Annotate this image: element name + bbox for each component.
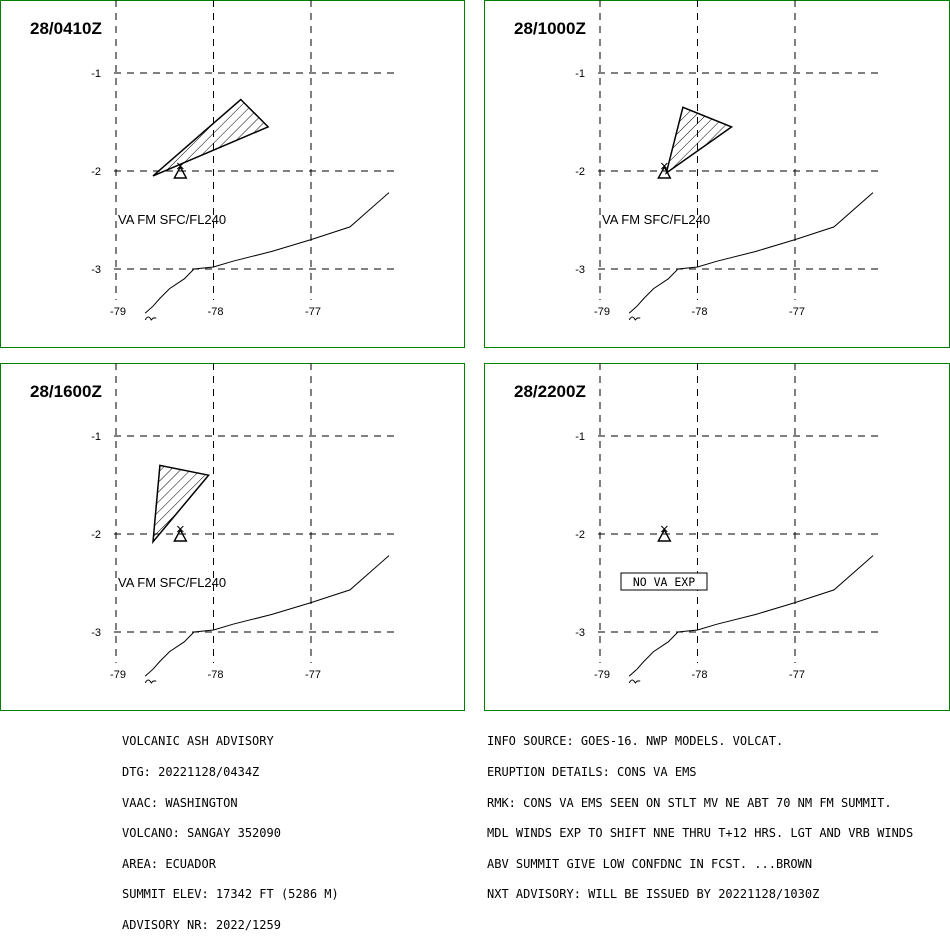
ash-level-label: VA FM SFC/FL240 [118, 575, 226, 590]
latitude-tick-label: -1 [575, 431, 585, 443]
latitude-tick-label: -1 [91, 68, 101, 80]
latitude-tick-label: -3 [91, 264, 101, 276]
longitude-tick-label: -78 [208, 306, 224, 318]
country-border-line [628, 555, 874, 677]
latitude-tick-label: -3 [91, 627, 101, 639]
advisory-header-block: VOLCANIC ASH ADVISORY DTG: 20221128/0434… [122, 716, 339, 940]
country-border-line [144, 555, 390, 677]
volcano-icon [173, 528, 188, 542]
longitude-tick-label: -79 [110, 669, 126, 681]
footer-right-line: RMK: CONS VA EMS SEEN ON STLT MV NE ABT … [487, 795, 892, 810]
volcano-icon [173, 165, 188, 179]
latitude-tick-label: -2 [575, 166, 585, 178]
footer-right-line: ABV SUMMIT GIVE LOW CONFDNC IN FCST. ...… [487, 856, 813, 871]
latitude-tick-label: -1 [91, 431, 101, 443]
ash-level-label: NO VA EXP [633, 575, 695, 589]
country-border-line [628, 192, 874, 314]
footer-right-line: NXT ADVISORY: WILL BE ISSUED BY 20221128… [487, 887, 820, 902]
ash-cloud-polygon [152, 464, 210, 545]
panel-border [484, 0, 950, 348]
volcano-icon [657, 528, 672, 542]
coast-squiggle [628, 316, 641, 321]
ash-level-label: VA FM SFC/FL240 [118, 212, 226, 227]
eruption-mark-icon [660, 162, 668, 170]
latitude-tick-label: -2 [91, 529, 101, 541]
footer-left-line: AREA: ECUADOR [122, 856, 216, 871]
latitude-tick-label: -3 [575, 264, 585, 276]
panel-border [0, 363, 465, 711]
longitude-tick-label: -78 [208, 669, 224, 681]
forecast-panel: -1 -2 -3 -79 -78 -77 28/1000Z VA FM SFC/FL240 [484, 0, 950, 348]
panel-time-label: 28/2200Z [514, 382, 586, 401]
longitude-tick-label: -79 [110, 306, 126, 318]
footer-left-line: VOLCANIC ASH ADVISORY [122, 734, 274, 749]
coast-squiggle [628, 679, 641, 684]
longitude-tick-label: -77 [305, 669, 321, 681]
longitude-tick-label: -77 [305, 306, 321, 318]
footer-right-line: INFO SOURCE: GOES-16. NWP MODELS. VOLCAT… [487, 734, 784, 749]
footer-left-line: ADVISORY NR: 2022/1259 [122, 918, 281, 933]
footer-left-line: VOLCANO: SANGAY 352090 [122, 826, 281, 841]
ash-level-label: VA FM SFC/FL240 [602, 212, 710, 227]
latitude-tick-label: -2 [91, 166, 101, 178]
latitude-tick-label: -3 [575, 627, 585, 639]
footer-left-line: DTG: 20221128/0434Z [122, 765, 260, 780]
advisory-remarks-block: INFO SOURCE: GOES-16. NWP MODELS. VOLCAT… [487, 716, 913, 910]
no-ash-label-box [620, 572, 708, 591]
forecast-panel: -1 -2 -3 -79 -78 -77 28/1600Z VA FM SFC/FL240 [0, 363, 465, 711]
country-border-line [144, 192, 390, 314]
latitude-tick-label: -2 [575, 529, 585, 541]
eruption-mark-icon [660, 525, 668, 533]
coast-squiggle [144, 316, 157, 321]
coast-squiggle [144, 679, 157, 684]
panel-border [484, 363, 950, 711]
footer-right-line: MDL WINDS EXP TO SHIFT NNE THRU T+12 HRS… [487, 826, 914, 841]
eruption-mark-icon [176, 525, 184, 533]
longitude-tick-label: -77 [789, 669, 805, 681]
longitude-tick-label: -77 [789, 306, 805, 318]
longitude-tick-label: -79 [594, 669, 610, 681]
footer-left-line: VAAC: WASHINGTON [122, 795, 238, 810]
ash-cloud-polygon [665, 106, 734, 175]
longitude-tick-label: -78 [692, 669, 708, 681]
panel-time-label: 28/1600Z [30, 382, 102, 401]
latitude-tick-label: -1 [575, 68, 585, 80]
panel-border [0, 0, 465, 348]
footer-right-line: ERUPTION DETAILS: CONS VA EMS [487, 765, 697, 780]
longitude-tick-label: -78 [692, 306, 708, 318]
ash-cloud-polygon [152, 98, 270, 177]
eruption-mark-icon [176, 162, 184, 170]
forecast-panel: -1 -2 -3 -79 -78 -77 28/0410Z VA FM SFC/FL240 [0, 0, 465, 348]
footer-left-line: SUMMIT ELEV: 17342 FT (5286 M) [122, 887, 339, 902]
forecast-panel: -1 -2 -3 -79 -78 -77 28/2200Z NO VA EXP [484, 363, 950, 711]
panel-time-label: 28/0410Z [30, 19, 102, 38]
volcano-icon [657, 165, 672, 179]
longitude-tick-label: -79 [594, 306, 610, 318]
panel-time-label: 28/1000Z [514, 19, 586, 38]
